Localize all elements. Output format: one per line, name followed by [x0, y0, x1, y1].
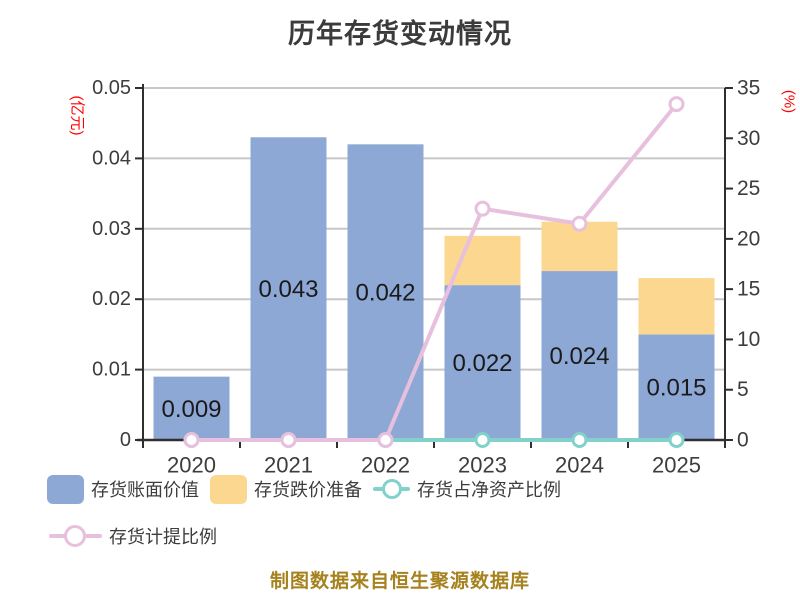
- bar-2024-book-value: [541, 271, 618, 440]
- x-axis-category-label: 2024: [555, 453, 604, 478]
- bar-value-label: 0.024: [549, 343, 609, 370]
- provision-ratio-marker: [668, 96, 685, 113]
- right-axis-tick-label: 15: [737, 278, 760, 301]
- x-axis-category-label: 2025: [652, 453, 701, 478]
- legend-label: 存货跌价准备: [254, 480, 362, 500]
- x-axis-category-label: 2020: [167, 453, 216, 478]
- x-axis-category-label: 2023: [458, 453, 507, 478]
- legend-item-inventory-to-net-assets-ratio[interactable]: 存货占净资产比例: [373, 474, 561, 504]
- bar-2025-depreciation-reserve: [638, 278, 715, 335]
- net-asset-ratio-marker: [571, 432, 588, 448]
- provision-ratio-marker: [474, 200, 491, 217]
- data-source-credit: 制图数据来自恒生聚源数据库: [269, 571, 530, 592]
- right-axis-tick-label: 25: [737, 177, 760, 200]
- right-axis-tick-label: 20: [737, 227, 760, 250]
- right-axis-tick-label: 0: [737, 429, 749, 452]
- provision-ratio-marker: [183, 432, 200, 448]
- legend-item-inventory-provision-ratio[interactable]: 存货计提比例: [49, 521, 217, 551]
- provision-ratio-line: [191, 102, 679, 442]
- x-axis-category-label: 2021: [264, 453, 313, 478]
- bar-2020-book-value: [153, 376, 230, 440]
- provision-ratio-marker: [571, 215, 588, 232]
- bar-value-label: 0.009: [161, 396, 221, 423]
- provision-ratio-marker: [280, 432, 297, 448]
- provision-ratio-marker: [377, 432, 394, 448]
- legend-line-marker-cyan: [373, 474, 410, 504]
- right-axis-tick-label: 35: [737, 77, 760, 100]
- bar-value-label: 0.015: [646, 375, 706, 402]
- bar-2023-depreciation-reserve: [444, 235, 521, 286]
- right-axis-tick-label: 10: [737, 328, 760, 351]
- legend-item-inventory-book-value[interactable]: 存货账面价值: [47, 474, 199, 504]
- bar-2022-book-value: [347, 144, 424, 440]
- left-axis-tick-label: 0.03: [92, 218, 131, 240]
- legend-swatch-blue: [47, 474, 84, 504]
- legend-label: 存货账面价值: [91, 480, 199, 500]
- left-axis-tick-label: 0.04: [92, 147, 131, 169]
- left-axis-tick-label: 0.01: [92, 359, 131, 381]
- legend-item-inventory-depreciation-reserve[interactable]: 存货跌价准备: [210, 474, 362, 504]
- legend-label: 存货计提比例: [109, 527, 217, 547]
- bar-2023-book-value: [444, 285, 521, 440]
- legend-line-marker-pink: [49, 521, 102, 551]
- bar-2021-book-value: [250, 137, 327, 440]
- left-axis-tick-label: 0: [120, 429, 131, 451]
- left-axis-tick-label: 0.02: [92, 288, 131, 310]
- x-axis-category-label: 2022: [361, 453, 410, 478]
- bar-2025-book-value: [638, 334, 715, 440]
- legend-label: 存货占净资产比例: [417, 480, 561, 500]
- right-axis-tick-label: 30: [737, 127, 760, 150]
- bar-value-label: 0.022: [452, 350, 512, 377]
- legend-swatch-yellow: [210, 474, 247, 504]
- right-axis-tick-label: 5: [737, 378, 749, 401]
- net-asset-ratio-marker: [474, 432, 491, 448]
- bar-value-label: 0.042: [355, 280, 415, 307]
- net-asset-ratio-marker: [668, 432, 685, 448]
- left-axis-tick-label: 0.05: [92, 77, 131, 99]
- bar-value-label: 0.043: [258, 276, 318, 303]
- chart-title: 历年存货变动情况: [288, 19, 512, 49]
